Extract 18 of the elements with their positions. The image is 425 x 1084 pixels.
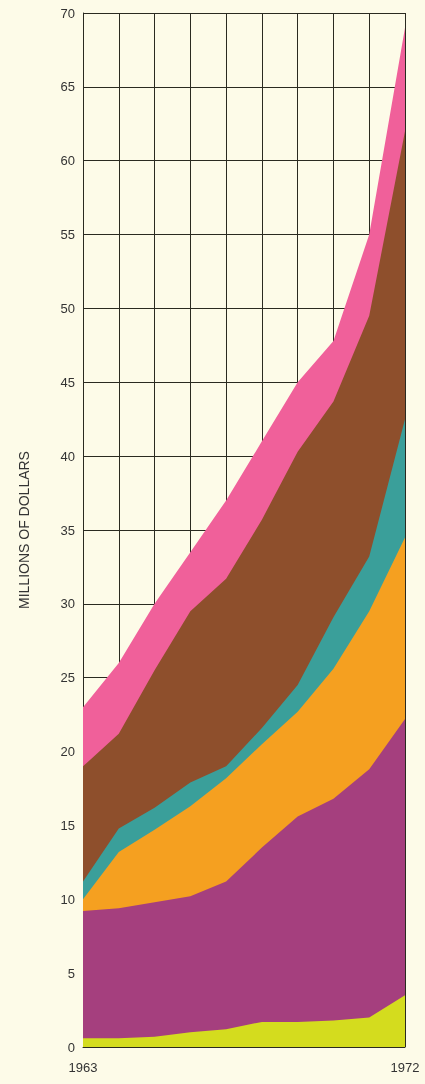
y-tick-label: 15	[60, 817, 75, 833]
y-tick-label: 55	[60, 227, 75, 243]
y-tick-label: 30	[60, 596, 75, 612]
y-tick-label: 25	[60, 670, 75, 686]
y-tick-label: 5	[67, 965, 75, 981]
x-tick-label: 1972	[390, 1060, 420, 1075]
y-tick-label: 45	[60, 374, 75, 390]
y-tick-label: 0	[67, 1039, 75, 1055]
y-tick-label: 40	[60, 448, 75, 464]
y-tick-label: 20	[60, 744, 75, 760]
y-tick-label: 35	[60, 522, 75, 538]
y-tick-label: 50	[60, 300, 75, 316]
y-tick-label: 10	[60, 891, 75, 907]
y-tick-label: 70	[60, 5, 75, 21]
y-tick-label: 60	[60, 153, 75, 169]
y-axis-title: MILLIONS OF DOLLARS	[16, 451, 32, 609]
y-tick-label: 65	[60, 79, 75, 95]
x-tick-label: 1963	[68, 1060, 98, 1075]
